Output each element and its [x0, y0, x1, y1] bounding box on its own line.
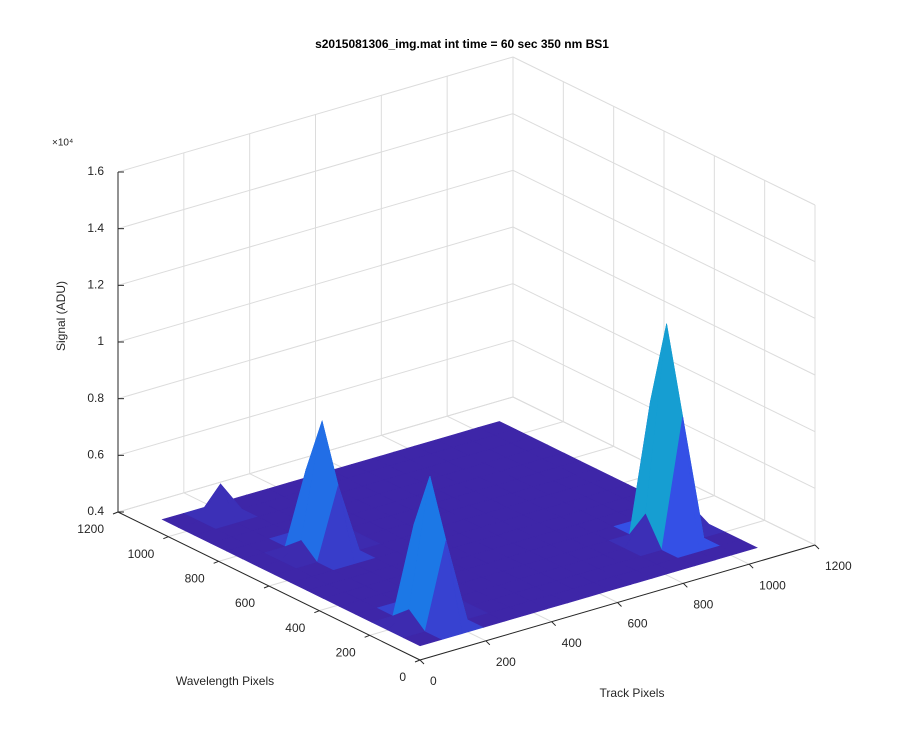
y-tick — [364, 634, 370, 638]
grid-line — [117, 226, 514, 343]
z-tick-label: 1.6 — [87, 164, 104, 178]
x-tick — [485, 640, 491, 646]
x-axis-label: Track Pixels — [600, 686, 665, 700]
y-tick-label: 400 — [285, 621, 305, 635]
y-tick — [163, 536, 169, 540]
y-tick-label: 600 — [235, 596, 255, 610]
grid-line — [512, 56, 816, 206]
grid-line — [117, 169, 514, 286]
z-tick-label: 1.2 — [87, 278, 104, 292]
z-tick-label: 1.4 — [87, 221, 104, 235]
x-tick-label: 0 — [430, 674, 437, 688]
x-tick-label: 200 — [496, 655, 516, 669]
y-tick — [112, 511, 119, 515]
y-tick — [213, 560, 219, 564]
y-tick-label: 1000 — [128, 547, 155, 561]
y-tick-label: 1200 — [77, 522, 104, 536]
x-tick — [551, 621, 557, 627]
grid-line — [117, 283, 514, 400]
x-tick-label: 600 — [628, 617, 648, 631]
surface-patch — [403, 631, 442, 647]
x-tick — [814, 544, 820, 550]
z-tick-label: 1 — [97, 334, 104, 348]
grid-line — [512, 113, 816, 263]
y-tick-label: 800 — [185, 572, 205, 586]
x-tick-label: 800 — [693, 598, 713, 612]
x-tick-label: 1000 — [759, 578, 786, 592]
y-tick-label: 0 — [399, 670, 406, 684]
x-tick-label: 400 — [562, 636, 582, 650]
grid-line — [512, 226, 816, 376]
z-tick-label: 0.4 — [87, 504, 104, 518]
grid-line — [512, 169, 816, 319]
z-tick-label: 0.6 — [87, 448, 104, 462]
y-tick-label: 200 — [336, 646, 356, 660]
x-tick — [748, 563, 754, 569]
z-scale-label: ×10⁴ — [52, 138, 73, 149]
x-tick — [617, 602, 622, 607]
z-tick-label: 0.8 — [87, 391, 104, 405]
y-tick — [314, 610, 320, 614]
y-axis-label: Wavelength Pixels — [176, 674, 274, 688]
z-axis-label: Signal (ADU) — [54, 281, 68, 351]
grid-line — [117, 339, 514, 456]
chart-title: s2015081306_img.mat int time = 60 sec 35… — [315, 37, 609, 51]
grid-line — [117, 56, 514, 173]
x-tick — [419, 659, 425, 665]
x-tick — [682, 582, 688, 588]
y-tick — [414, 659, 421, 663]
x-tick-label: 1200 — [825, 559, 852, 573]
y-tick — [263, 585, 270, 589]
grid-line — [117, 113, 514, 230]
